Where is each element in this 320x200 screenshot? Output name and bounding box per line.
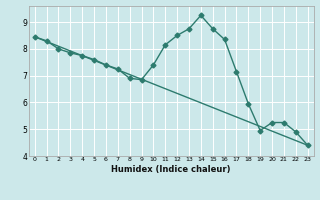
X-axis label: Humidex (Indice chaleur): Humidex (Indice chaleur) — [111, 165, 231, 174]
